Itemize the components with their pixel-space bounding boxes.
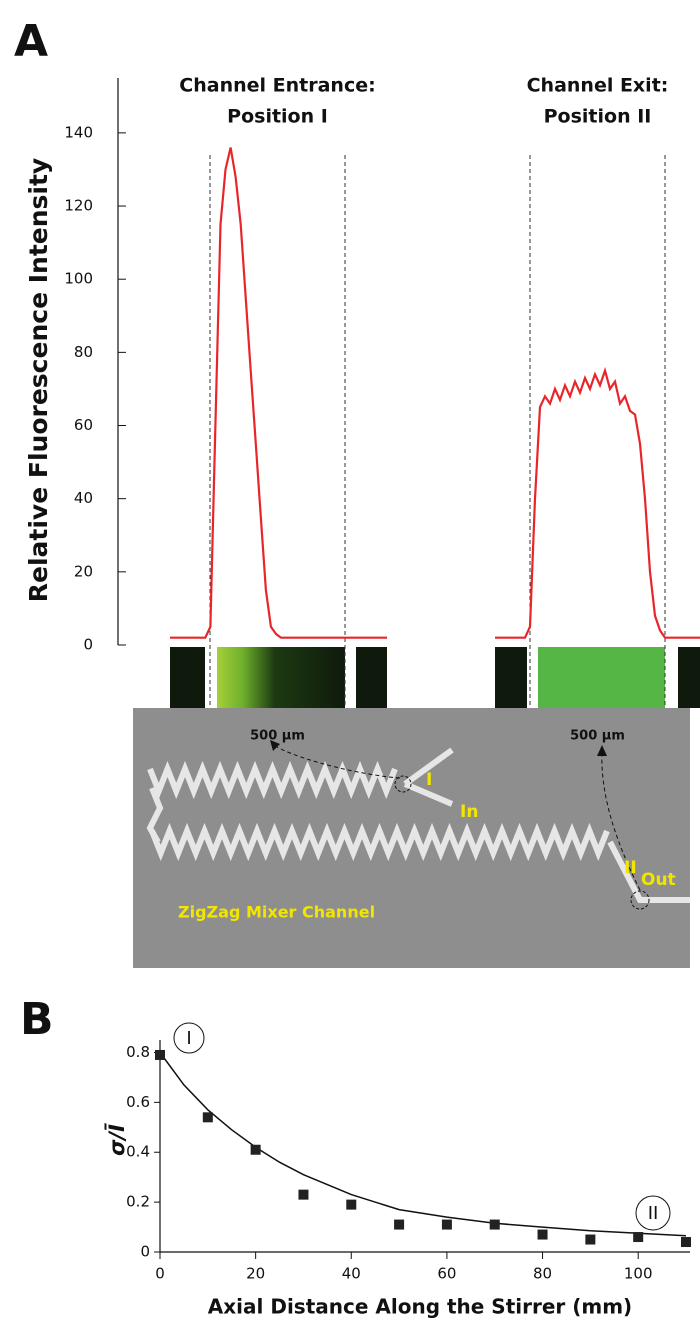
scale-bar-label: 500 µm (250, 729, 305, 744)
annotation-circle (635, 1195, 671, 1231)
y-tick-label: 100 (64, 270, 93, 288)
x-tick-label: 80 (533, 1265, 552, 1283)
channel (146, 747, 690, 903)
data-point (155, 1049, 165, 1060)
panel-label: A (14, 16, 48, 67)
scale-bar-label: 500 µm (570, 729, 625, 744)
diagram-label: I (426, 770, 432, 790)
y-tick-label: 0 (83, 636, 93, 654)
position-marker (394, 775, 412, 793)
y-tick-label: 120 (64, 197, 93, 215)
data-point (681, 1237, 691, 1248)
image-strip (170, 647, 205, 708)
panel-title: Channel Entrance: (179, 75, 375, 97)
data-point (489, 1219, 500, 1230)
data-point (346, 1199, 357, 1210)
x-tick-label: 100 (624, 1265, 653, 1283)
y-tick-label: 20 (74, 562, 93, 580)
y-axis-label: Relative Fluorescence Intensity (24, 158, 53, 602)
data-point (394, 1219, 405, 1230)
y-tick-label: 40 (74, 489, 93, 507)
y-tick-label: 140 (64, 123, 93, 141)
diagram-caption: ZigZag Mixer Channel (178, 903, 375, 922)
image-strip (678, 647, 700, 708)
panel-title: Channel Exit: (527, 75, 669, 97)
y-tick-label: 0.4 (126, 1143, 150, 1161)
profile-line (495, 366, 700, 639)
data-point (202, 1112, 213, 1123)
y-tick-label: 0.8 (126, 1043, 150, 1061)
x-tick-label: 40 (342, 1265, 361, 1283)
data-point (537, 1229, 548, 1240)
annotation: II (648, 1203, 659, 1224)
channel (147, 760, 398, 800)
channel (149, 822, 610, 862)
x-tick-label: 20 (246, 1265, 265, 1283)
image-strip (217, 647, 345, 708)
data-point (298, 1189, 309, 1200)
diagram-label: In (460, 802, 478, 822)
panel-title: Position II (544, 106, 652, 128)
y-tick-label: 60 (74, 416, 93, 434)
x-tick-label: 60 (437, 1265, 456, 1283)
data-point (250, 1144, 261, 1155)
data-point (633, 1232, 644, 1243)
data-point (441, 1219, 452, 1230)
y-tick-label: 0.6 (126, 1093, 150, 1111)
diagram-label: Out (641, 870, 676, 890)
x-axis-label: Axial Distance Along the Stirrer (mm) (208, 1295, 632, 1319)
position-marker (630, 890, 650, 910)
y-tick-label: 0 (140, 1243, 150, 1261)
y-tick-label: 0.2 (126, 1193, 150, 1211)
annotation-circle (173, 1022, 205, 1054)
fit-line (159, 1052, 687, 1237)
image-strip (356, 647, 387, 708)
panel-title: Position I (227, 106, 328, 128)
diagram-label: II (624, 858, 637, 878)
annotation: I (186, 1028, 191, 1049)
y-tick-label: 80 (74, 343, 93, 361)
image-strip (538, 647, 665, 708)
image-strip (495, 647, 527, 708)
y-axis-label: σ/Ī (104, 1123, 129, 1156)
pointer-arrow (274, 745, 641, 891)
x-tick-label: 0 (155, 1265, 165, 1283)
panel-label: B (20, 994, 54, 1045)
profile-line (170, 147, 387, 639)
fluorescence-images (170, 647, 700, 708)
data-point (585, 1234, 596, 1245)
